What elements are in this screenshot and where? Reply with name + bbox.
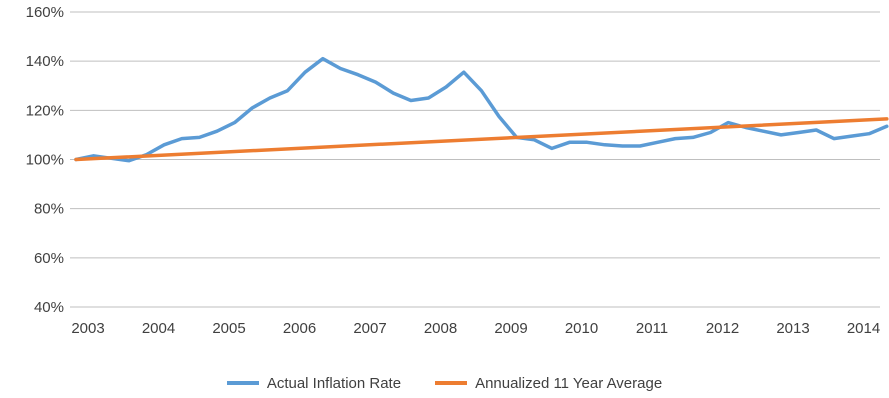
- line-chart: 40%60%80%100%120%140%160% 2003 2004 2005 20…: [26, 4, 889, 337]
- gridlines: [70, 11, 880, 308]
- y-tick-label: 40%: [34, 299, 64, 316]
- x-tick-label: 2014: [847, 320, 880, 337]
- x-tick-label: 2012: [706, 320, 739, 337]
- x-tick-label: 2013: [776, 320, 809, 337]
- x-tick-label: 2011: [636, 320, 668, 337]
- series-line-actual-inflation: [74, 56, 889, 163]
- legend-label-average: Annualized 11 Year Average: [475, 374, 663, 392]
- y-tick-label: 60%: [34, 250, 64, 267]
- y-tick-label: 120%: [26, 102, 64, 119]
- y-tick-label: 140%: [26, 53, 64, 70]
- legend-swatch-actual: [226, 381, 259, 385]
- legend-swatch-average: [435, 381, 468, 385]
- legend-item-average: Annualized 11 Year Average: [435, 375, 662, 392]
- x-tick-label: 2010: [565, 320, 598, 337]
- x-tick-label: 2003: [71, 320, 104, 337]
- x-tick-label: 2005: [212, 320, 245, 337]
- x-tick-label: 2009: [494, 320, 527, 337]
- plot-area: [74, 56, 889, 163]
- y-tick-label: 160%: [26, 4, 64, 21]
- y-axis: 40% 60% 80% 100% 120% 140% 160%: [26, 4, 64, 316]
- legend-item-actual: Actual Inflation Rate: [226, 374, 402, 392]
- legend: Actual Inflation Rate Annualized 11 Year…: [0, 368, 889, 398]
- y-tick-label: 100%: [26, 152, 64, 169]
- series-line-11-year-average: [74, 117, 889, 162]
- x-tick-label: 2004: [142, 320, 175, 337]
- y-tick-label: 80%: [34, 201, 64, 218]
- x-axis: 2003 2004 2005 2006 2007 2008 2009 2010 2011 2012…: [71, 320, 880, 337]
- x-tick-label: 2006: [283, 320, 316, 337]
- x-tick-label: 2007: [353, 320, 386, 337]
- x-tick-label: 2008: [424, 320, 457, 337]
- legend-label-actual: Actual Inflation Rate: [266, 374, 402, 392]
